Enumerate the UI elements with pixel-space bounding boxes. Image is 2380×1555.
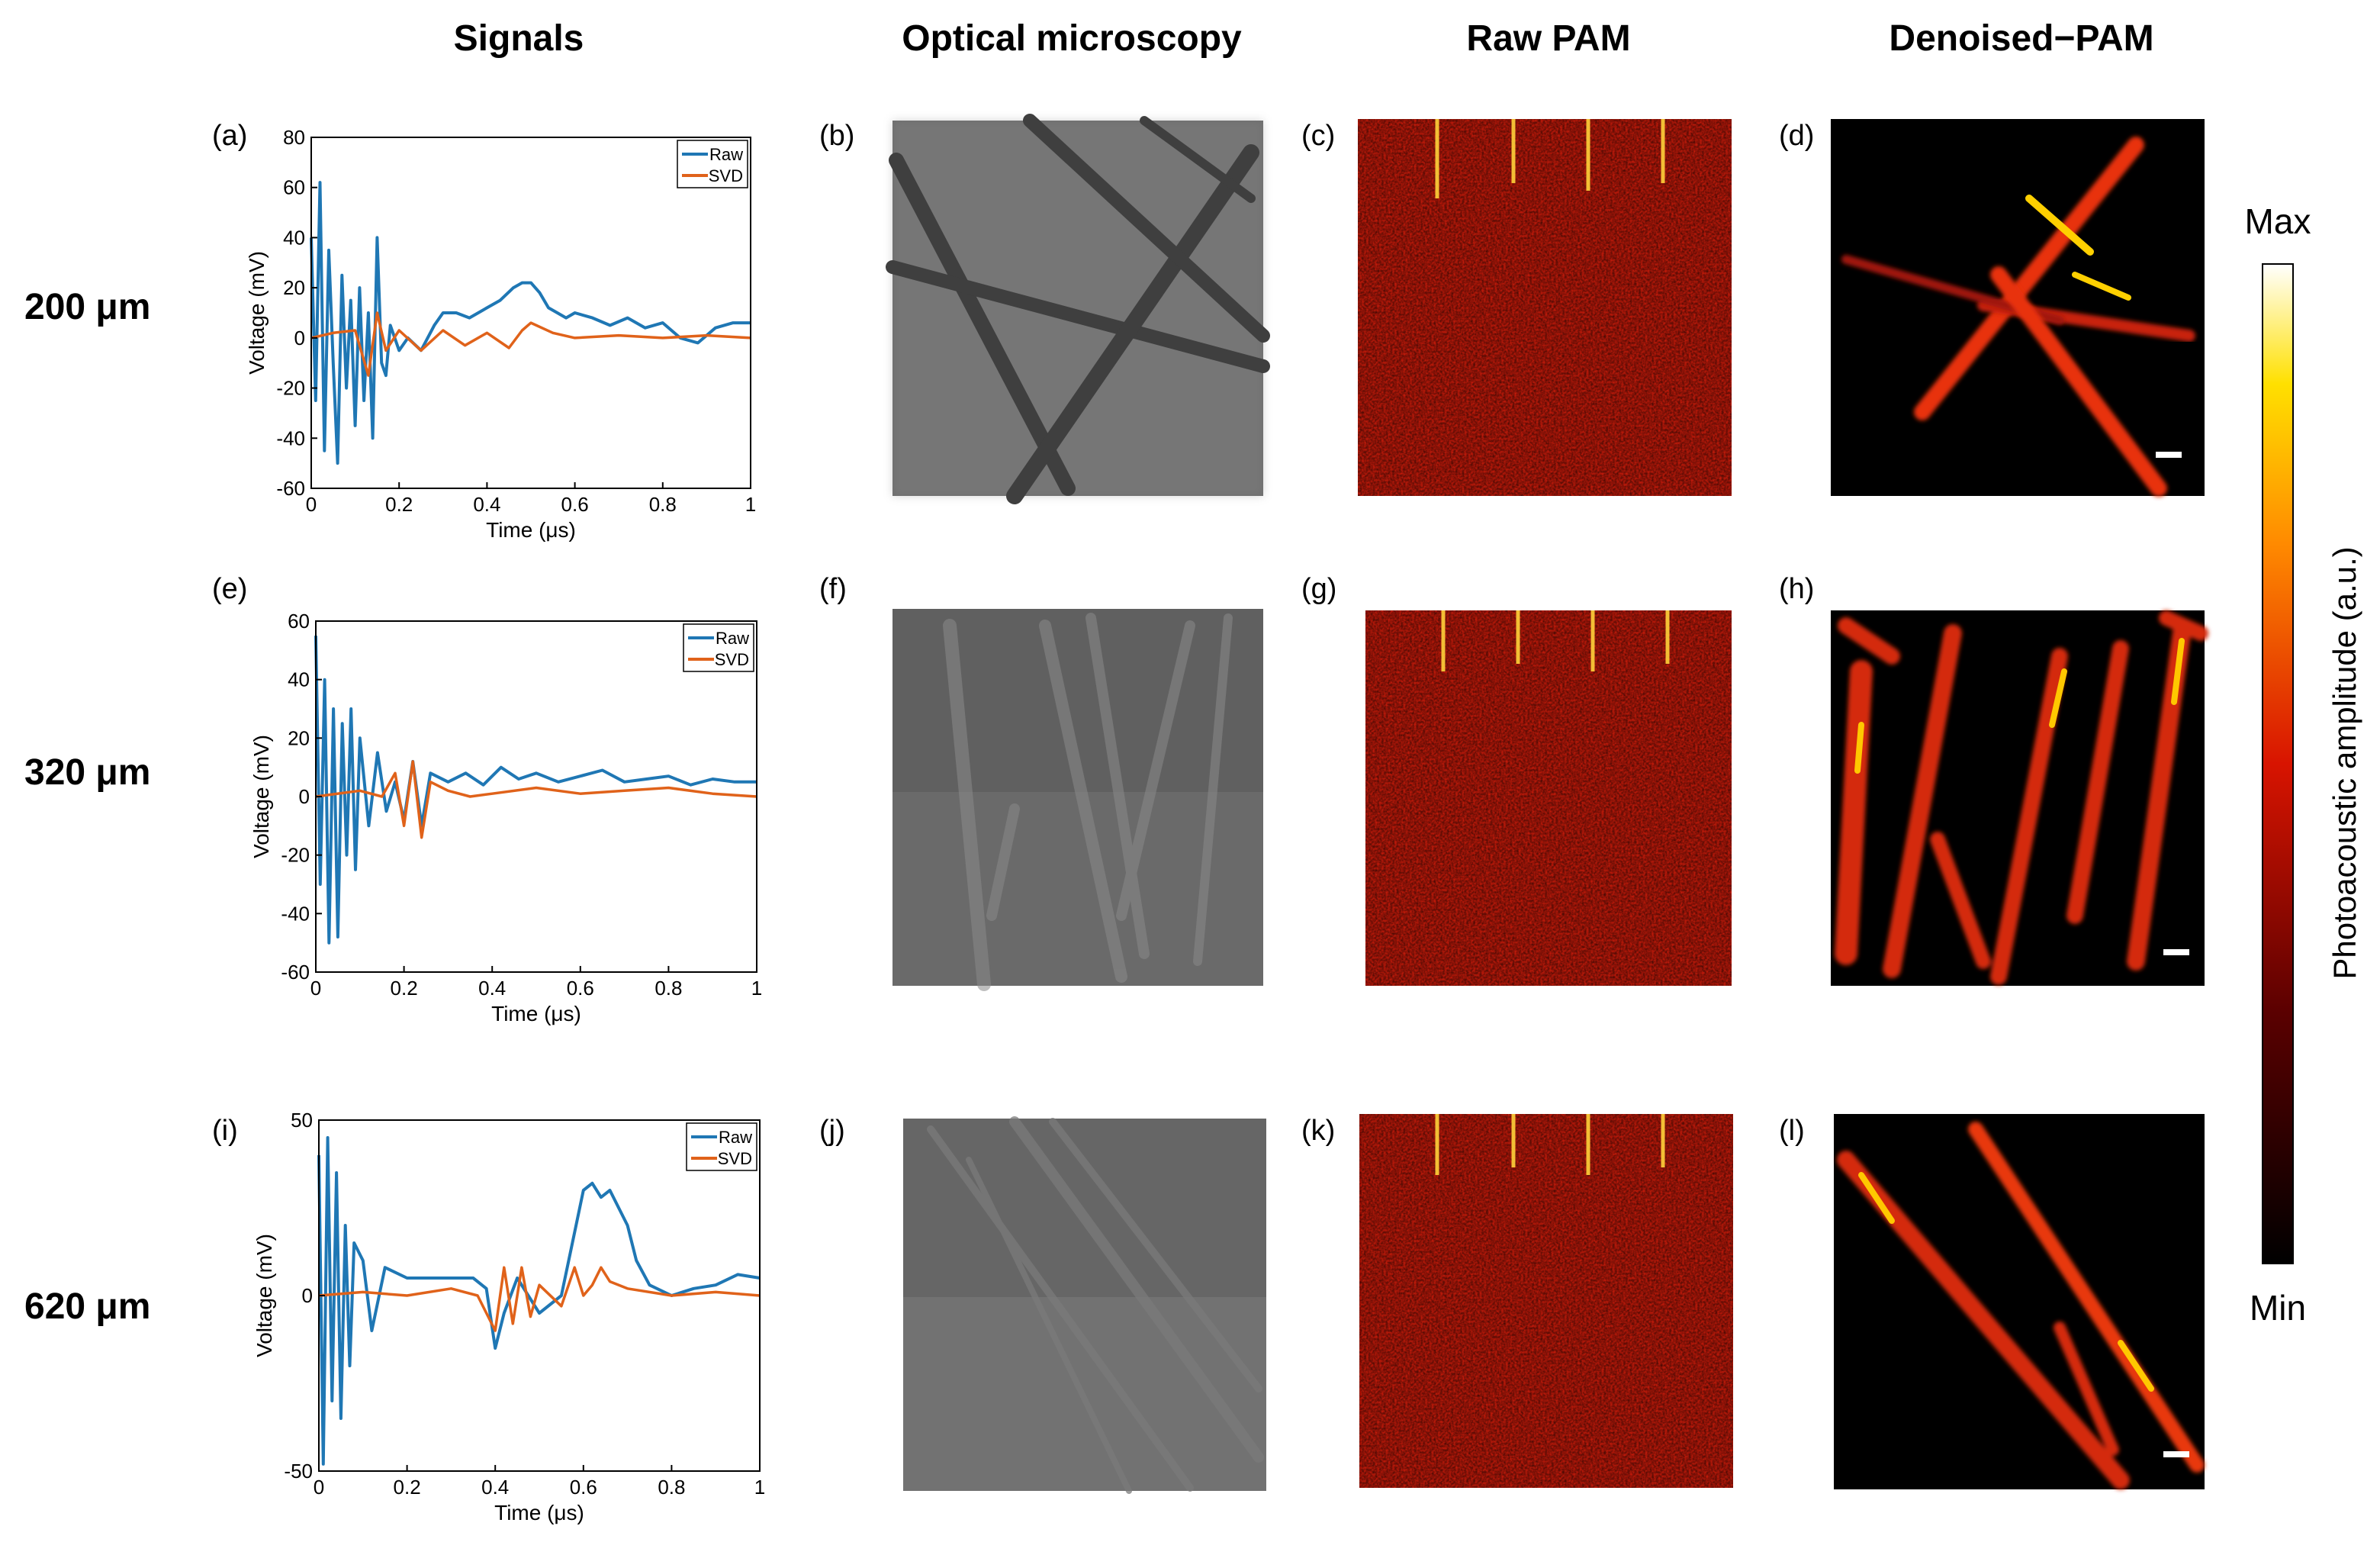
panel-label-a: (a) (212, 120, 247, 152)
y-tick-label: -50 (284, 1460, 313, 1483)
y-tick-label: 60 (283, 176, 305, 199)
x-tick-label: 0.8 (654, 977, 682, 1000)
x-tick-label: 1 (754, 1476, 765, 1499)
row-label-320: 320 μm (24, 752, 150, 793)
series-line-raw (317, 1136, 761, 1466)
x-tick-label: 0.4 (481, 1476, 509, 1499)
panel-label-c: (c) (1301, 120, 1335, 152)
y-tick-label: 20 (283, 276, 305, 299)
x-tick-label: 0 (306, 493, 317, 516)
legend-box (683, 623, 754, 672)
colorbar: Max Min Photoacoustic amplitude (a.u.) (2245, 201, 2362, 1328)
signal-chart-a: 0 0.2 0.4 0.6 0.8 1 -60 -40 -20 0 20 40 60 80 Time (μs… (245, 126, 756, 542)
y-tick-label: -40 (276, 427, 305, 449)
legend-label-raw: Raw (709, 145, 743, 164)
colorbar-max-label: Max (2245, 201, 2311, 241)
x-tick-label: 1 (751, 977, 762, 1000)
legend-label-svd: SVD (718, 1149, 752, 1168)
x-tick-label: 0.2 (385, 493, 413, 516)
panel-label-i: (i) (212, 1115, 238, 1147)
panel-label-d: (d) (1779, 120, 1814, 152)
series-line-svd (310, 311, 751, 377)
x-axis-label: Time (μs) (494, 1501, 584, 1524)
x-tick-label: 0.6 (567, 977, 594, 1000)
x-tick-label: 0.8 (658, 1476, 685, 1499)
plot-frame (310, 137, 751, 489)
denoised-pam-image-l (1834, 1114, 2205, 1489)
legend-label-svd: SVD (709, 166, 743, 185)
panel-label-g: (g) (1301, 573, 1336, 605)
y-tick-label: -20 (276, 377, 305, 400)
legend-box (677, 140, 748, 188)
y-tick-label: -20 (281, 844, 310, 867)
x-tick-label: 0 (310, 977, 321, 1000)
x-tick-label: 1 (745, 493, 756, 516)
plot-frame (318, 1119, 761, 1472)
y-tick-label: 50 (291, 1109, 313, 1132)
x-tick-label: 0.6 (570, 1476, 597, 1499)
row-label-620: 620 μm (24, 1286, 150, 1327)
header-denoised-pam: Denoised−PAM (1889, 18, 2153, 59)
y-tick-label: 60 (288, 610, 310, 633)
panel-label-k: (k) (1301, 1115, 1335, 1147)
legend-label-raw: Raw (719, 1128, 752, 1147)
panel-label-b: (b) (819, 120, 854, 152)
x-axis-label: Time (μs) (491, 1002, 581, 1025)
panel-label-f: (f) (819, 573, 847, 605)
header-signals: Signals (454, 18, 584, 59)
y-tick-label: -60 (281, 961, 310, 984)
colorbar-min-label: Min (2250, 1288, 2306, 1328)
y-tick-label: 40 (288, 668, 310, 691)
raw-pam-image-g (1365, 610, 1732, 986)
y-tick-label: 0 (302, 1284, 313, 1307)
optical-image-j (903, 1116, 1266, 1494)
x-tick-label: 0 (314, 1476, 324, 1499)
header-optical-microscopy: Optical microscopy (902, 18, 1242, 59)
raw-pam-image-k (1359, 1114, 1733, 1488)
x-tick-label: 0.4 (473, 493, 500, 516)
y-tick-label: 40 (283, 226, 305, 249)
denoised-pam-image-d (1831, 119, 2205, 497)
legend-label-svd: SVD (715, 650, 749, 669)
panel-label-j: (j) (819, 1115, 845, 1147)
header-raw-pam: Raw PAM (1466, 18, 1630, 59)
raw-pam-image-c (1358, 119, 1732, 496)
y-axis-label: Voltage (mV) (252, 1234, 276, 1357)
denoised-pam-image-h (1831, 610, 2208, 986)
x-axis-label: Time (μs) (486, 518, 576, 542)
optical-image-b (886, 114, 1270, 504)
optical-image-f (892, 609, 1263, 991)
legend-label-raw: Raw (716, 629, 749, 648)
y-tick-label: 20 (288, 726, 310, 749)
y-axis-label: Voltage (mV) (249, 735, 273, 858)
signal-chart-e: 0 0.2 0.4 0.6 0.8 1 -60 -40 -20 0 20 40 60 Time (μs) V… (249, 610, 762, 1025)
series-line-svd (315, 760, 757, 839)
y-axis-label: Voltage (mV) (245, 251, 269, 375)
x-tick-label: 0.2 (391, 977, 418, 1000)
series-line-raw (314, 636, 757, 945)
panel-label-h: (h) (1779, 573, 1814, 605)
series-line-svd (318, 1266, 761, 1332)
y-tick-label: -60 (276, 477, 305, 500)
x-tick-label: 0.4 (478, 977, 506, 1000)
panel-label-l: (l) (1779, 1115, 1805, 1147)
y-tick-label: 0 (294, 327, 305, 349)
colorbar-title: Photoacoustic amplitude (a.u.) (2327, 546, 2362, 979)
x-tick-label: 0.2 (394, 1476, 421, 1499)
panel-label-e: (e) (212, 573, 247, 605)
y-tick-label: 0 (299, 785, 310, 808)
legend-box (686, 1122, 757, 1171)
y-tick-label: -40 (281, 902, 310, 925)
y-tick-label: 80 (283, 126, 305, 149)
x-tick-label: 0.8 (649, 493, 677, 516)
row-label-200: 200 μm (24, 287, 150, 327)
x-tick-label: 0.6 (561, 493, 589, 516)
